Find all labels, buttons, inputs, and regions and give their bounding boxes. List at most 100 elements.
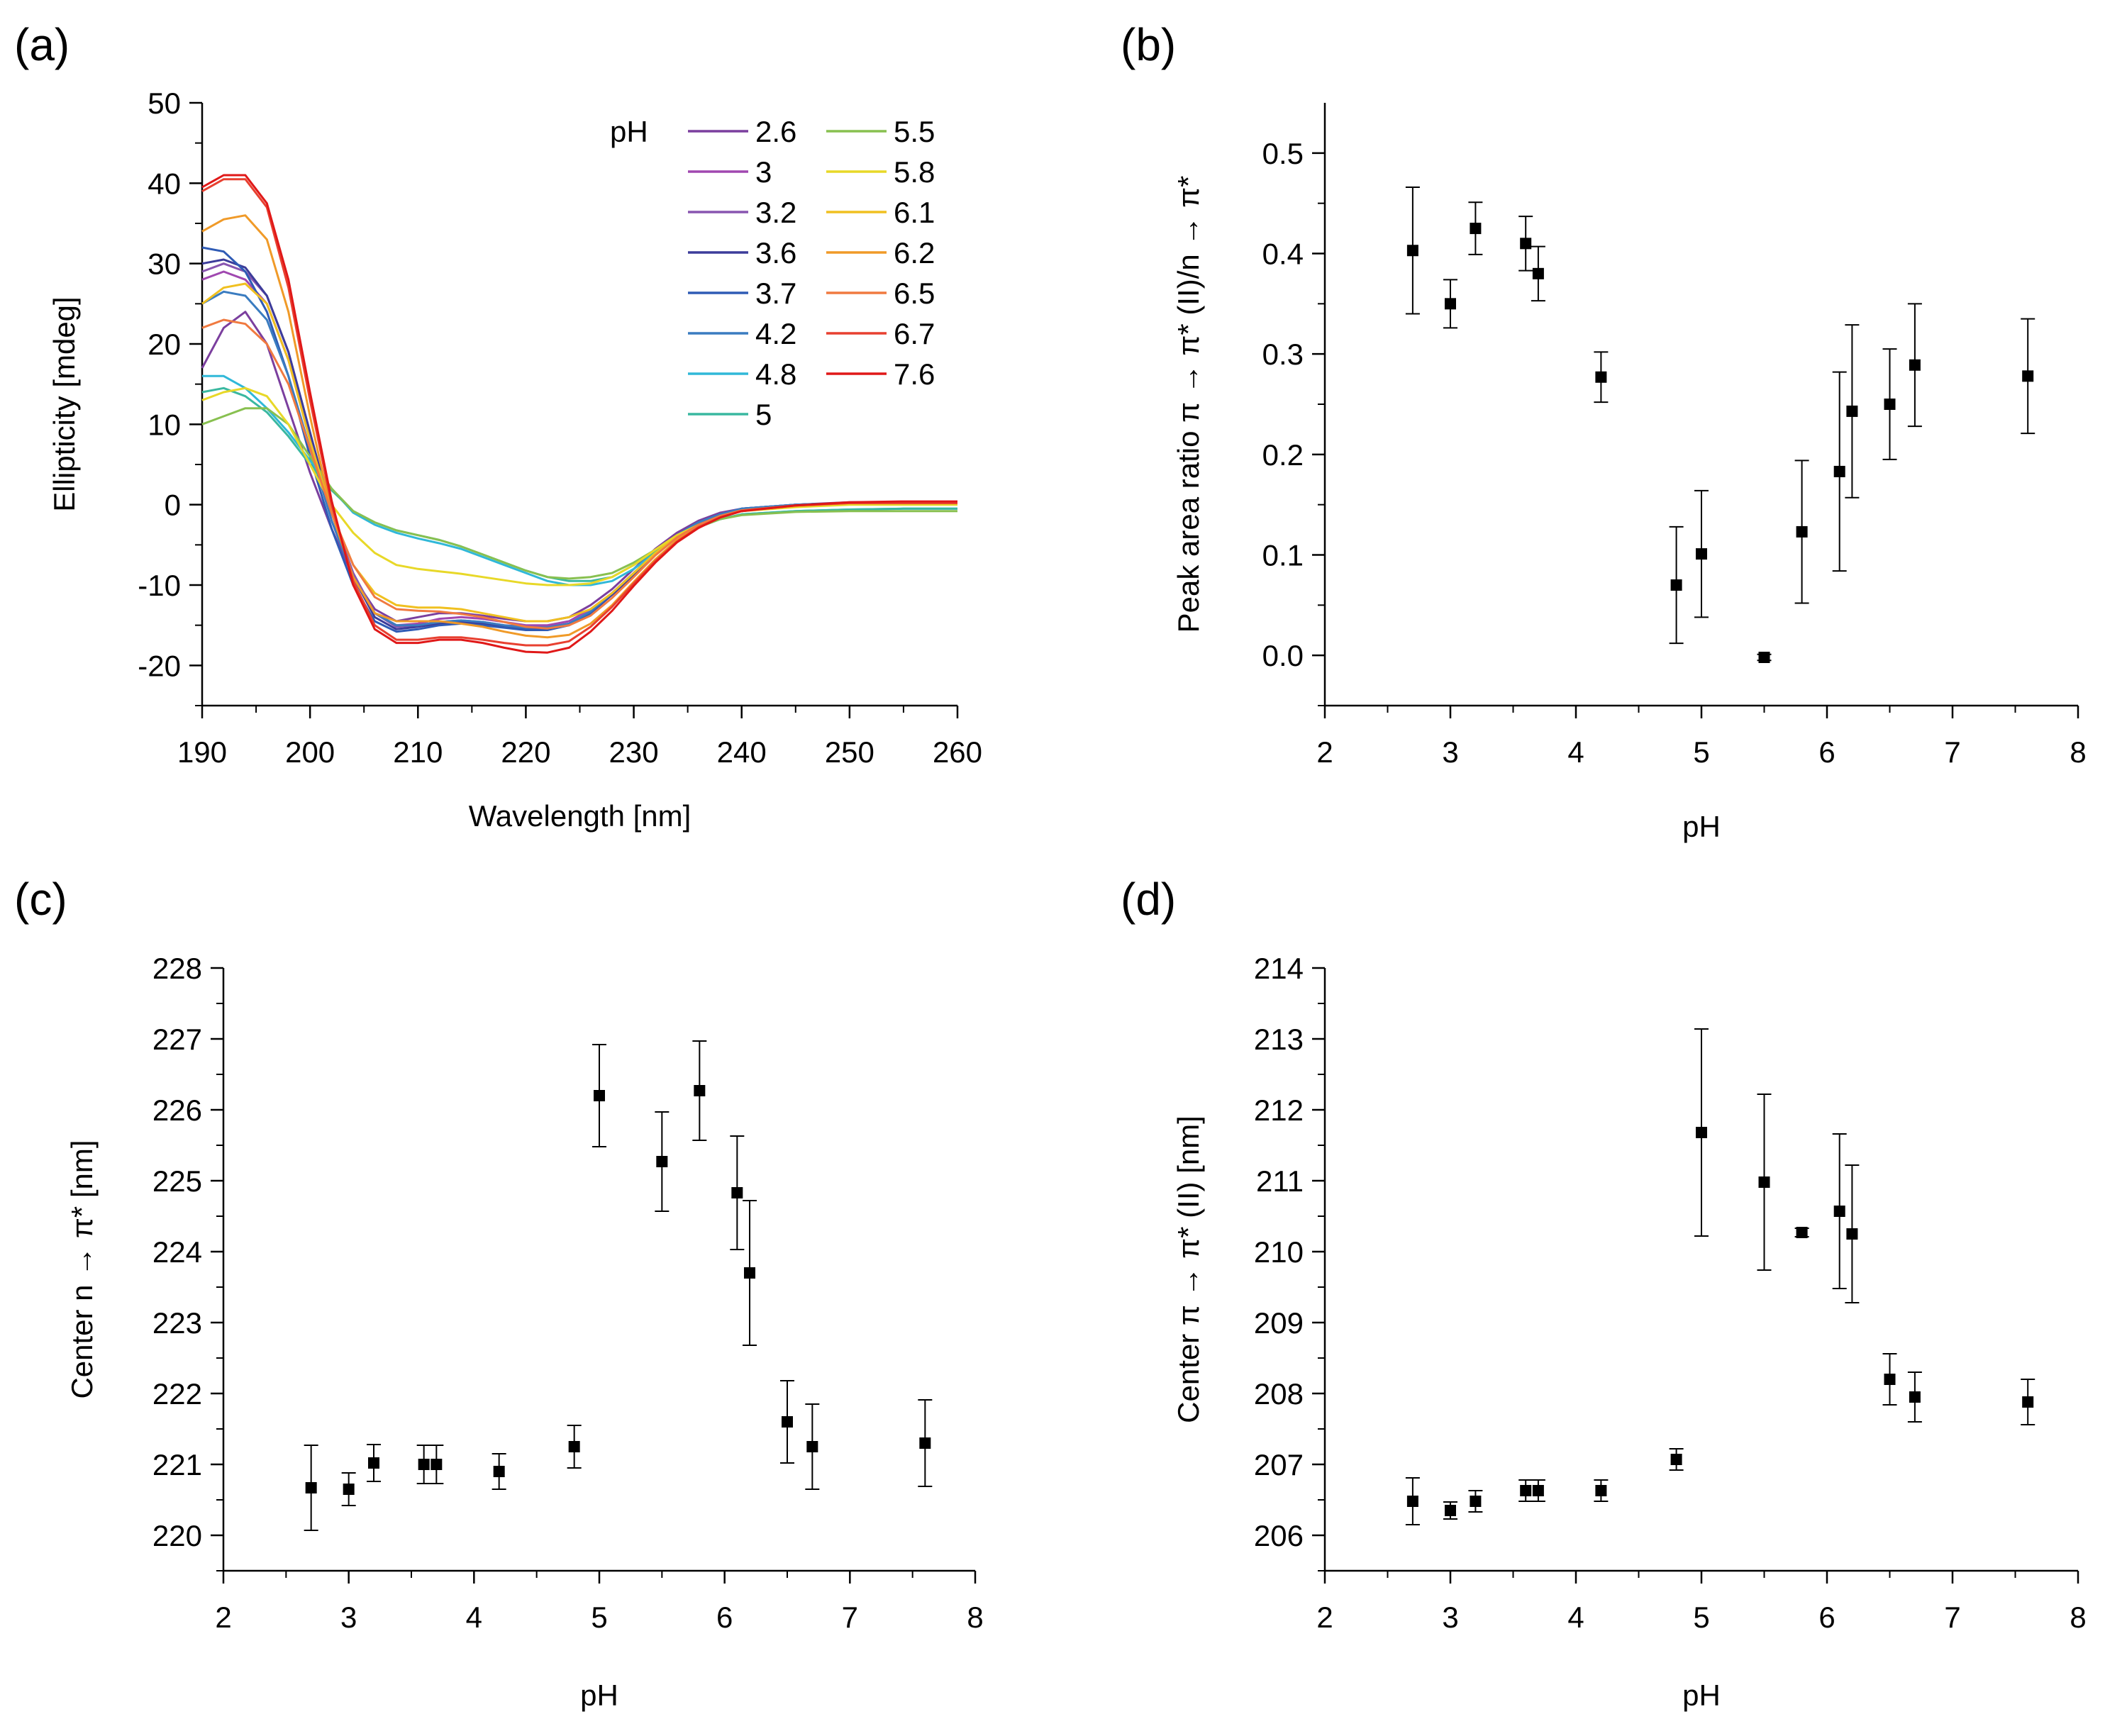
chart1-x-axis-title: pH [1682,810,1721,843]
panel-b-label: (b) [1121,19,1176,70]
chart2-data-point [418,1459,430,1470]
chart3-xtick-label: 7 [1944,1601,1960,1634]
chart3-xtick-label: 5 [1693,1601,1709,1634]
chart1-xtick-label: 7 [1944,735,1960,769]
chart0-y-axis-title: Ellipticity [mdeg] [48,296,81,511]
chart0-xtick-label: 200 [285,735,335,769]
chart0-ytick-label: 50 [148,87,181,120]
legend-label-ph-3.6: 3.6 [755,236,796,269]
chart1-xtick-label: 2 [1316,735,1333,769]
chart1-data-point [1520,238,1532,250]
chart3-xtick-label: 6 [1818,1601,1835,1634]
chart3-ytick-label: 211 [1256,1164,1304,1198]
chart0-xtick-label: 250 [825,735,874,769]
chart3-x-axis-title: pH [1682,1679,1721,1712]
chart1-xtick-label: 3 [1442,735,1458,769]
chart2-data-point [694,1085,706,1096]
chart2-xtick-label: 8 [967,1601,983,1634]
chart0-ytick-label: 30 [148,247,181,281]
chart3-ytick-label: 209 [1254,1306,1304,1340]
chart2-ytick-label: 227 [152,1023,202,1056]
chart3-data-point [1532,1485,1544,1496]
chart3-data-point [1846,1228,1858,1240]
chart1-data-point [1696,548,1707,560]
chart2-data-point [806,1441,818,1452]
chart2-xtick-label: 7 [842,1601,858,1634]
chart2-xtick-label: 3 [340,1601,357,1634]
legend-label-ph-3.2: 3.2 [755,196,796,229]
panel-c-label: (c) [14,874,67,925]
legend-label-ph-3: 3 [755,155,772,189]
chart2-ytick-label: 222 [152,1377,202,1410]
chart2-data-point [568,1441,580,1452]
legend-label-ph-5.8: 5.8 [894,155,935,189]
chart1-data-point [1532,267,1544,279]
chart3-data-point [1470,1496,1482,1507]
chart1-data-point [1796,525,1808,538]
chart1-data-point [1595,371,1607,383]
chart1-data-point [1406,245,1418,257]
chart3-ytick-label: 208 [1254,1377,1304,1410]
chart1-data-point [1445,298,1456,310]
series-line-ph-4.8 [202,374,957,586]
chart1-data-point [1470,223,1482,235]
chart3-xtick-label: 4 [1567,1601,1584,1634]
legend-label-ph-4.2: 4.2 [755,317,796,350]
chart3-data-point [1909,1391,1921,1403]
legend-label-ph-3.7: 3.7 [755,277,796,310]
chart3-ytick-label: 210 [1254,1235,1304,1269]
chart0-xtick-label: 190 [177,735,227,769]
plot-a: 190 200 210 220 230 240 250 260 -20 -10 0 10 20 30 40 5… [48,87,982,833]
chart3-y-axis-title: Center π → π* (II) [nm] [1172,1115,1205,1423]
chart3-data-point [2022,1396,2034,1408]
chart1-data-point [1670,579,1682,591]
chart2-ytick-label: 221 [152,1448,202,1481]
chart1-data-point [2022,370,2034,382]
chart1-ytick-label: 0.2 [1262,438,1304,472]
chart3-data-point [1445,1505,1456,1516]
chart3-ytick-label: 206 [1254,1519,1304,1552]
legend-label-ph-6.2: 6.2 [894,236,935,269]
chart2-data-point [594,1090,605,1101]
chart0-xtick-label: 230 [609,735,659,769]
chart2-data-point [744,1267,755,1279]
legend-label-ph-6.7: 6.7 [894,317,935,350]
chart2-xtick-label: 4 [466,1601,482,1634]
chart3-data-point [1758,1176,1770,1188]
chart1-data-point [1758,652,1770,663]
chart1-y-axis-title: Peak area ratio π → π* (II)/n → π* [1172,176,1205,633]
chart2-data-point [368,1457,379,1469]
plot-d: 2 3 4 5 6 7 8 206 207 208 209 210 211 212 213 214 pH Cent… [1172,952,2087,1712]
chart0-ytick-label: 20 [148,328,181,361]
chart1-data-point [1833,465,1845,477]
chart1-ytick-label: 0.3 [1262,338,1304,371]
chart2-data-point [493,1466,505,1477]
chart2-ytick-label: 226 [152,1094,202,1127]
chart1-ytick-label: 0.5 [1262,137,1304,170]
chart2-data-point [343,1484,355,1495]
chart3-data-point [1670,1454,1682,1465]
legend-label-ph-4.8: 4.8 [755,357,796,391]
chart2-y-axis-title: Center n → π* [nm] [65,1140,99,1398]
chart0-xtick-label: 260 [933,735,982,769]
legend-label-ph-2.6: 2.6 [755,115,796,148]
series-line-ph-6.5 [201,318,957,630]
chart3-ytick-label: 212 [1254,1094,1304,1127]
series-line-ph-5.5 [201,407,957,580]
chart1-ytick-label: 0.1 [1262,539,1304,572]
chart1-xtick-label: 4 [1567,735,1584,769]
legend-label-ph-6.5: 6.5 [894,277,935,310]
chart2-x-axis-title: pH [580,1679,618,1712]
chart3-xtick-label: 8 [2070,1601,2086,1634]
chart2-ytick-label: 228 [152,952,202,985]
plot-c: 2 3 4 5 6 7 8 220 221 222 223 224 225 226 227 228 pH Cent… [65,952,984,1712]
chart1-xtick-label: 8 [2070,735,2086,769]
legend-label-ph-5.5: 5.5 [894,115,935,148]
plot-b: 2 3 4 5 6 7 8 0.0 0.1 0.2 0.3 0.4 0.5 pH Peak area rat… [1172,103,2087,843]
chart0-ytick-label: 10 [148,408,181,441]
chart2-xtick-label: 2 [215,1601,231,1634]
chart2-ytick-label: 220 [152,1519,202,1552]
chart3-ytick-label: 207 [1254,1448,1304,1481]
chart2-xtick-label: 5 [591,1601,607,1634]
